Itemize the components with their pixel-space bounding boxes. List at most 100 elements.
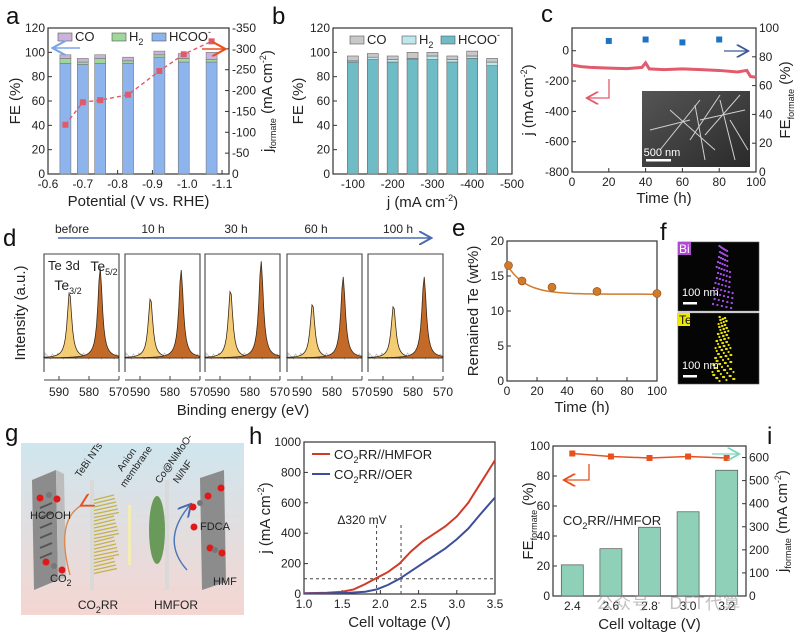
panel-a-y2-tick: -50 [232,146,250,160]
panel-a-jformate-point [180,51,187,58]
panel-g-anode-plate [200,470,226,590]
panel-g-label-hmf: HMF [213,576,237,588]
panel-i-y2-tick: 500 [749,474,769,488]
panel-letter-i: i [767,423,772,450]
panel-c-fe-point [716,36,723,43]
panel-a-x-label: Potential (V vs. RHE) [68,193,210,210]
panel-b-bar-h2 [366,56,379,60]
panel-d-x-tick-label: 580 [322,385,342,399]
panel-f-signal-dot [719,318,722,322]
panel-b-y-label: FE (%) [290,78,307,125]
panel-h-delta-annotation: Δ320 mV [337,513,386,527]
panel-letter-h: h [249,423,262,450]
panel-i-y-tick: 100 [530,439,550,453]
panel-e-chart: 0 5 10 15 20 0 20 40 60 80 100 Time (h) Remained Te … [465,234,667,416]
panel-f-signal-dot [730,306,733,310]
panel-g-plate-slot [39,532,53,539]
panel-g-oxygen-atom [218,549,226,557]
panel-i-fe-point [569,450,576,457]
panel-f-signal-dot [730,353,733,357]
panel-f-signal-dot [719,362,722,366]
panel-a-y-tick: 20 [32,143,46,157]
panel-f-signal-dot [723,337,726,341]
panel-h-x-tick: 3.5 [487,597,504,611]
panel-a-y-tick: 120 [25,21,45,35]
panel-a-x-tick: -1.0 [177,177,198,191]
panel-f-scale-label: 100 nm [682,360,719,372]
panel-c-sem-nanowire [649,119,691,131]
panel-f-signal-dot [725,305,728,309]
panel-f-signal-dot [726,364,729,368]
panel-f-signal-dot [715,265,718,269]
panel-f-signal-dot [722,327,726,331]
panel-b-bar-h2 [446,59,459,63]
panel-f-signal-dot [730,301,733,305]
panel-i-y2-tick: 100 [749,566,769,580]
panel-g-tebi-nanotubes [93,532,120,540]
panel-b-y-tick: 60 [317,94,331,108]
panel-f-signal-dot [725,326,729,330]
panel-f-signal-dot [729,346,732,350]
panel-f-element-tag [678,242,691,255]
panel-e-y-label: Remained Te (wt%) [465,246,482,377]
panel-a-bar-h2 [205,59,218,63]
panel-f-signal-dot [716,260,720,264]
panel-f-scale-bar [683,375,697,378]
panel-f-signal-dot [716,359,719,363]
panel-b-bar-co [426,52,439,57]
panel-f-signal-dot [716,376,719,380]
panel-letter-d: d [3,225,16,252]
panel-f-signal-dot [725,319,728,323]
panel-letter-a: a [6,3,20,30]
panel-f-signal-dot [714,366,718,370]
panel-f-signal-dot [719,256,723,260]
panel-g-oxygen-atom [217,484,225,492]
panel-d-spectrum-frame [286,253,363,372]
panel-g-plate-slot [39,522,53,529]
panel-g-carbon-atom [51,563,57,569]
panel-f-signal-dot [724,323,727,327]
panel-c-x-tick: 20 [602,175,616,189]
panel-b-bar-co [406,52,419,59]
panel-f-signal-dot [717,332,720,336]
panel-h-y-tick: 1000 [274,435,301,449]
panel-f-signal-dot [725,333,729,337]
panel-d-x-tick-label: 570 [270,385,290,399]
panel-b-x-tick: -300 [420,177,444,191]
panel-b-bar-co [486,58,498,63]
panel-a-bar-hcoo [77,64,89,175]
panel-d-x-tick-label: 580 [403,385,423,399]
panel-f-signal-dot [721,246,724,250]
panel-f-signal-dot [727,350,730,354]
panel-a-y2-tick: -150 [232,104,256,118]
panel-d-x-label: Binding energy (eV) [177,402,310,419]
panel-a-jformate-point [125,91,132,98]
panel-h-y-label: j (mA cm-2) [256,482,274,554]
panel-b-bar-h2 [386,59,399,63]
panel-h-y-tick: 800 [281,465,301,479]
panel-i-fe-point [646,455,653,461]
panel-g-catalyst-cluster [149,496,165,564]
panel-g-tebi-nanotubes [93,522,117,529]
panel-g-label-co2: CO2 [50,573,72,588]
panel-a-y-tick: 60 [32,94,46,108]
panel-f-signal-dot [725,354,728,358]
panel-d-x-tick-label: 580 [160,385,180,399]
panel-f-signal-dot [724,253,727,257]
panel-f-signal-dot [723,289,726,293]
panel-h-y-tick: 200 [281,557,301,571]
panel-g-cathode-support [90,480,94,590]
panel-g-tebi-nanotubes [93,550,119,557]
panel-f-signal-dot [721,324,724,328]
panel-d-time-label: 10 h [141,222,164,236]
panel-c-sem-nanowire [659,99,701,151]
panel-d-spectrum-frame [204,253,281,372]
panel-h-legend-label: CO2RR//OER [334,467,413,485]
panel-e-x-tick: 20 [530,384,544,398]
panel-g-tebi-nanotubes [93,557,115,564]
panel-a-bar-h2 [177,58,190,63]
panel-g-plate-slot [39,512,53,519]
panel-c-current-trace [571,60,757,79]
panel-h-y-tick: 0 [294,587,301,601]
